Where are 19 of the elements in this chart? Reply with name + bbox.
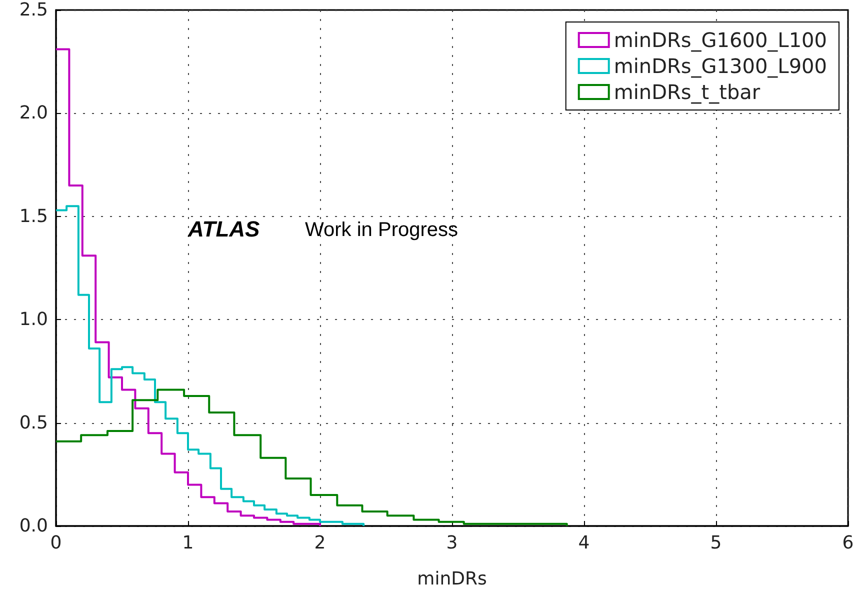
x-tick-label: 4 bbox=[578, 532, 590, 554]
y-tick-label: 2.5 bbox=[19, 0, 48, 20]
legend-label: minDRs_G1300_L900 bbox=[614, 54, 828, 78]
x-tick-label: 5 bbox=[710, 532, 722, 554]
annotation: ATLAS bbox=[187, 216, 260, 242]
legend-label: minDRs_t_tbar bbox=[614, 80, 761, 104]
x-tick-label: 1 bbox=[182, 532, 194, 554]
y-tick-label: 1.5 bbox=[19, 206, 48, 227]
y-tick-label: 0.0 bbox=[19, 516, 48, 536]
x-tick-label: 2 bbox=[314, 532, 326, 554]
y-tick-label: 2.0 bbox=[19, 102, 48, 124]
x-tick-label: 6 bbox=[842, 532, 854, 554]
x-tick-label: 0 bbox=[50, 532, 62, 554]
x-axis-title: minDRs bbox=[417, 568, 487, 590]
annotation: Work in Progress bbox=[305, 219, 458, 241]
y-tick-label: 1.0 bbox=[19, 309, 48, 330]
legend-label: minDRs_G1600_L100 bbox=[614, 28, 828, 52]
y-tick-label: 0.5 bbox=[19, 412, 48, 434]
x-tick-label: 3 bbox=[446, 532, 458, 554]
